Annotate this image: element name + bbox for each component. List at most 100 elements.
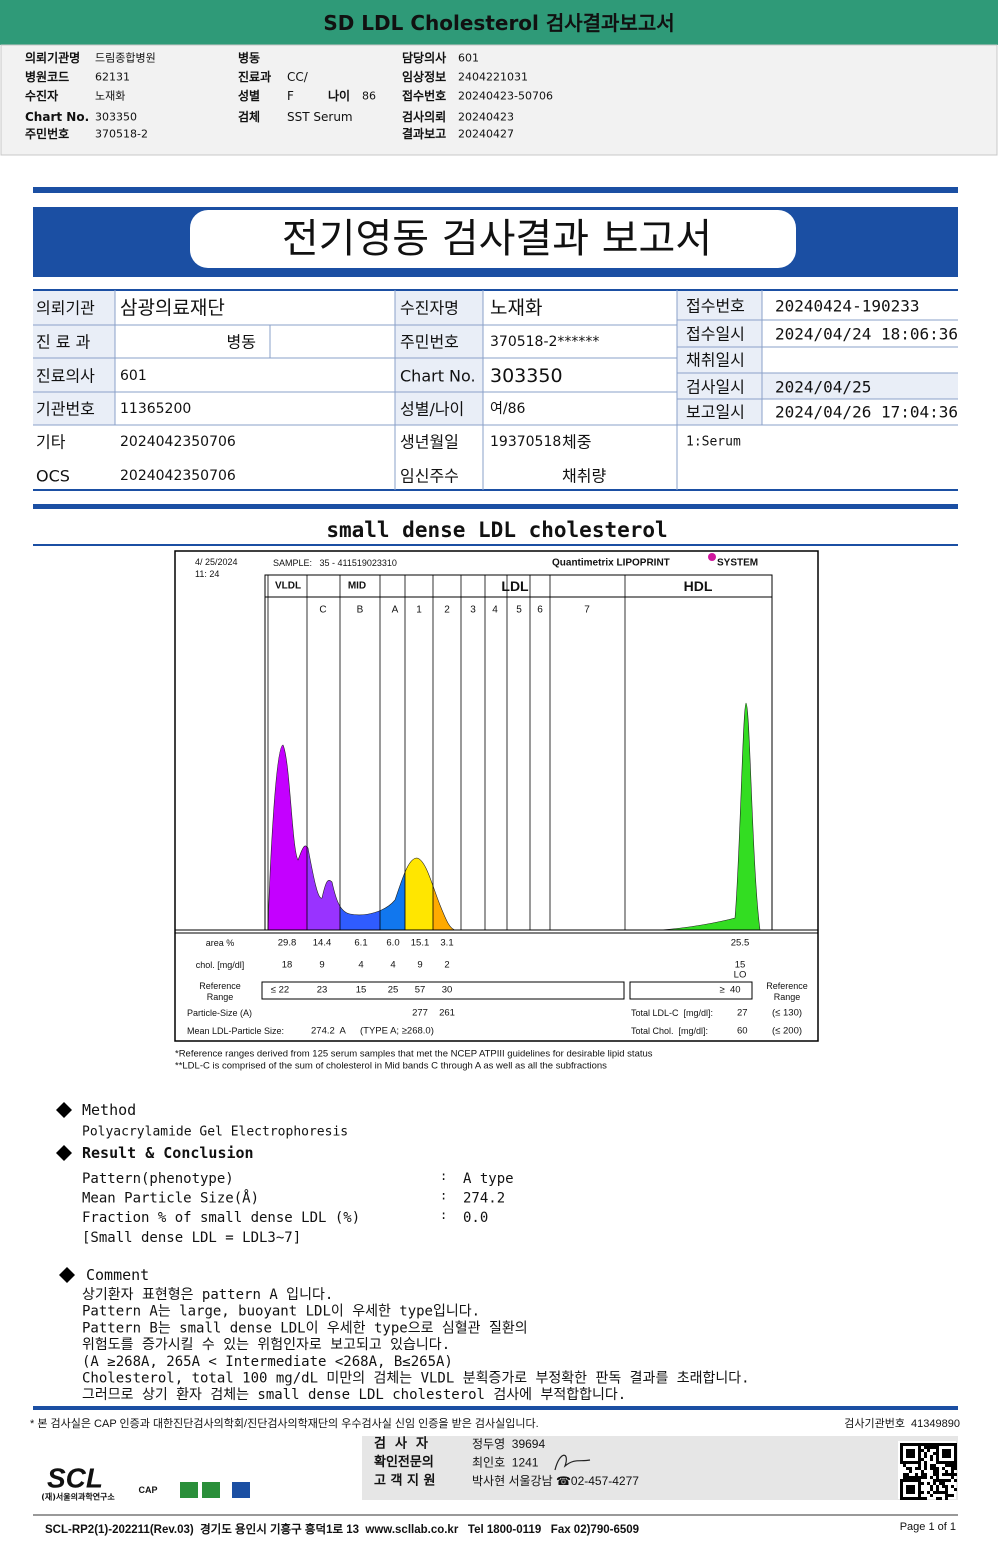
- info-value: 370518-2: [95, 128, 148, 141]
- qr-cell: [936, 1476, 939, 1479]
- qr-cell: [933, 1470, 936, 1473]
- info-label: 나이: [328, 88, 350, 103]
- result-value: 274.2: [463, 1191, 505, 1207]
- field-value: 11365200: [120, 401, 191, 417]
- qr-cell: [930, 1455, 933, 1458]
- qr-cell: [936, 1443, 939, 1446]
- qr-cell: [933, 1479, 936, 1482]
- heading: Method: [82, 1101, 136, 1119]
- particle-size: 261: [439, 1008, 455, 1019]
- field-value: 370518-2******: [490, 334, 599, 350]
- qr-cell: [951, 1485, 954, 1488]
- field-value: 2024/04/25: [775, 378, 871, 397]
- comment-line: 위험도를 증가시킬 수 있는 위험인자로 보고되고 있습니다.: [82, 1337, 450, 1353]
- qr-cell: [915, 1479, 918, 1482]
- reference-box: [261, 981, 625, 1000]
- cert-logo: [202, 1482, 220, 1498]
- field-label: 접수번호: [686, 297, 745, 316]
- qr-cell: [945, 1491, 948, 1494]
- qr-cell: [933, 1443, 936, 1446]
- band-label: A: [392, 605, 399, 616]
- area-value: 6.1: [354, 938, 367, 949]
- area-value: 29.8: [278, 938, 297, 949]
- qr-cell: [942, 1455, 945, 1458]
- qr-cell: [948, 1452, 951, 1455]
- qr-cell: [954, 1449, 957, 1452]
- chol-value: 9: [319, 960, 324, 971]
- qr-cell: [924, 1455, 927, 1458]
- qr-cell: [933, 1467, 936, 1470]
- field-label: 의뢰기관: [36, 299, 95, 318]
- qr-cell: [924, 1452, 927, 1455]
- qr-cell: [924, 1461, 927, 1464]
- qr-cell: [900, 1452, 903, 1455]
- qr-cell: [951, 1461, 954, 1464]
- qr-cell: [951, 1494, 954, 1497]
- qr-cell: [900, 1458, 903, 1461]
- row-label: Mean LDL-Particle Size:: [187, 1026, 284, 1036]
- qr-cell: [903, 1479, 906, 1482]
- qr-cell: [939, 1491, 942, 1494]
- result-label: Pattern(phenotype): [82, 1171, 234, 1187]
- qr-cell: [930, 1464, 933, 1467]
- info-value: F: [287, 89, 294, 103]
- area-value: 15.1: [411, 938, 430, 949]
- qr-cell: [918, 1476, 921, 1479]
- sample-id: SAMPLE: 35 - 411519023310: [273, 558, 397, 568]
- result-note: [Small dense LDL = LDL3~7]: [82, 1230, 301, 1246]
- qr-cell: [945, 1473, 948, 1476]
- qr-cell: [918, 1482, 921, 1485]
- qr-cell: [954, 1458, 957, 1461]
- qr-cell: [942, 1467, 945, 1470]
- field-label: 수진자명: [400, 299, 459, 318]
- info-label: 병동: [238, 50, 260, 65]
- qr-cell: [933, 1464, 936, 1467]
- row-label: area %: [206, 938, 235, 948]
- field-value: 삼광의료재단: [120, 297, 225, 319]
- electrophoresis-plot: [264, 574, 773, 931]
- qr-cell: [906, 1488, 909, 1491]
- qr-cell: [936, 1446, 939, 1449]
- qr-cell: [927, 1491, 930, 1494]
- label-cell: [395, 325, 483, 358]
- label-cell: [677, 347, 762, 373]
- qr-cell: [912, 1497, 915, 1500]
- qr-cell: [900, 1485, 903, 1488]
- qr-cell: [915, 1467, 918, 1470]
- field-label: 접수일시: [686, 325, 745, 344]
- info-label: 검사의뢰: [402, 109, 446, 124]
- qr-cell: [948, 1494, 951, 1497]
- comment-line: Pattern A는 large, buoyant LDL이 우세한 type입…: [82, 1304, 480, 1320]
- qr-cell: [924, 1464, 927, 1467]
- qr-cell: [933, 1473, 936, 1476]
- value-cell: [762, 373, 958, 399]
- qr-cell: [900, 1482, 903, 1485]
- field-label: 진료의사: [36, 367, 95, 386]
- field-label: 채취일시: [686, 351, 745, 370]
- qr-cell: [924, 1476, 927, 1479]
- section-title: small dense LDL cholesterol: [326, 518, 667, 542]
- qr-cell: [921, 1443, 924, 1446]
- mean-size-note: (TYPE A; ≥268.0): [360, 1026, 434, 1037]
- info-value: 86: [362, 90, 376, 103]
- brand: Quantimetrix LIPOPRINT: [552, 558, 670, 569]
- qr-cell: [912, 1455, 915, 1458]
- info-value: 303350: [95, 111, 137, 124]
- qr-cell: [936, 1455, 939, 1458]
- label-cell: [33, 290, 115, 325]
- qr-cell: [945, 1464, 948, 1467]
- qr-cell: [951, 1476, 954, 1479]
- field-label: 채취량: [562, 467, 606, 486]
- info-value: 노재화: [95, 90, 125, 103]
- qr-cell: [927, 1446, 930, 1449]
- qr-cell: [912, 1488, 915, 1491]
- brand-mark: [708, 553, 716, 561]
- qr-cell: [948, 1455, 951, 1458]
- chol-value: 2: [444, 960, 449, 971]
- qr-cell: [924, 1467, 927, 1470]
- qr-cell: [942, 1479, 945, 1482]
- qr-cell: [921, 1491, 924, 1494]
- area-value: 25.5: [731, 938, 750, 949]
- qr-cell: [936, 1458, 939, 1461]
- label-cell: [677, 290, 762, 320]
